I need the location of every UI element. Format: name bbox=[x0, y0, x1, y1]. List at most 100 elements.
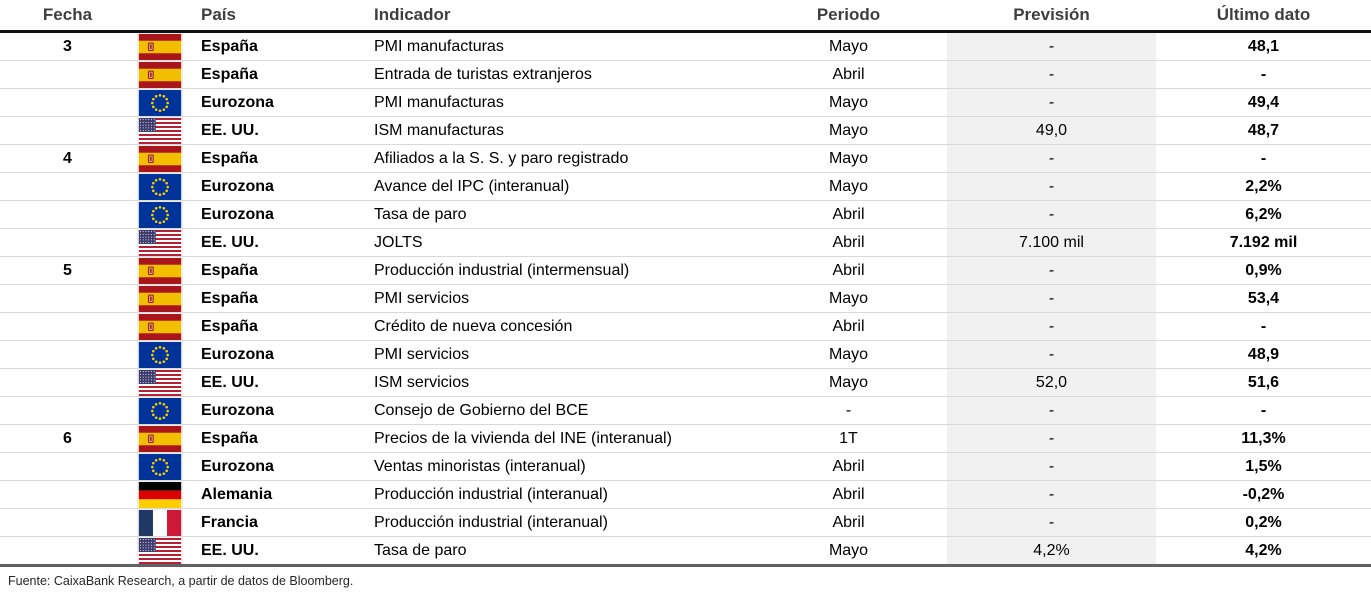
table-row: Alemania Producción industrial (interanua… bbox=[0, 480, 1371, 509]
prevision-cell: 7.100 mil bbox=[947, 228, 1156, 257]
fecha-cell bbox=[0, 88, 135, 117]
col-header-periodo: Periodo bbox=[750, 0, 947, 33]
indicador-cell: PMI servicios bbox=[370, 340, 750, 369]
periodo-cell: Abril bbox=[750, 480, 947, 509]
flag-cell bbox=[135, 256, 197, 285]
periodo-cell: Mayo bbox=[750, 31, 947, 61]
table-row: EE. UU. JOLTS Abril 7.100 mil 7.192 mil bbox=[0, 228, 1371, 257]
ultimo-dato-cell: 11,3% bbox=[1156, 424, 1371, 453]
ultimo-dato-cell: 4,2% bbox=[1156, 536, 1371, 567]
fecha-cell bbox=[0, 116, 135, 145]
indicador-cell: Ventas minoristas (interanual) bbox=[370, 452, 750, 481]
ultimo-dato-cell: 6,2% bbox=[1156, 200, 1371, 229]
flag-cell bbox=[135, 172, 197, 201]
prevision-cell: - bbox=[947, 88, 1156, 117]
ultimo-dato-cell: - bbox=[1156, 60, 1371, 89]
prevision-cell: - bbox=[947, 172, 1156, 201]
prevision-cell: - bbox=[947, 256, 1156, 285]
pais-cell: España bbox=[197, 256, 370, 285]
flag-cell bbox=[135, 31, 197, 61]
fecha-cell: 5 bbox=[0, 256, 135, 285]
flag-cell bbox=[135, 396, 197, 425]
fecha-cell: 4 bbox=[0, 144, 135, 173]
ultimo-dato-cell: 7.192 mil bbox=[1156, 228, 1371, 257]
periodo-cell: Abril bbox=[750, 508, 947, 537]
ultimo-dato-cell: 0,9% bbox=[1156, 256, 1371, 285]
pais-cell: España bbox=[197, 312, 370, 341]
ultimo-dato-cell: 48,1 bbox=[1156, 31, 1371, 61]
periodo-cell: Abril bbox=[750, 452, 947, 481]
table-row: España PMI servicios Mayo -53,4 bbox=[0, 284, 1371, 313]
table-row: Eurozona PMI servicios Mayo -48,9 bbox=[0, 340, 1371, 369]
table-row: 4 España Afiliados a la S. S. y paro regis… bbox=[0, 144, 1371, 173]
flag-spain-icon bbox=[138, 145, 182, 172]
fecha-cell bbox=[0, 480, 135, 509]
ultimo-dato-cell: 0,2% bbox=[1156, 508, 1371, 537]
pais-cell: EE. UU. bbox=[197, 368, 370, 397]
prevision-cell: - bbox=[947, 396, 1156, 425]
table-row: 6 España Precios de la vivienda del INE (i… bbox=[0, 424, 1371, 453]
flag-spain-icon bbox=[138, 257, 182, 284]
flag-spain-icon bbox=[138, 313, 182, 340]
table-row: España Entrada de turistas extranjeros Abr… bbox=[0, 60, 1371, 89]
prevision-cell: 49,0 bbox=[947, 116, 1156, 145]
col-header-ultimo-dato: Último dato bbox=[1156, 0, 1371, 33]
prevision-cell: - bbox=[947, 452, 1156, 481]
flag-spain-icon bbox=[138, 425, 182, 452]
ultimo-dato-cell: - bbox=[1156, 144, 1371, 173]
table-row: Francia Producción industrial (interanual… bbox=[0, 508, 1371, 537]
flag-cell bbox=[135, 340, 197, 369]
flag-usa-icon bbox=[138, 369, 182, 396]
table-row: Eurozona Tasa de paro Abril -6,2% bbox=[0, 200, 1371, 229]
ultimo-dato-cell: 1,5% bbox=[1156, 452, 1371, 481]
indicador-cell: Producción industrial (intermensual) bbox=[370, 256, 750, 285]
flag-eurozone-icon bbox=[138, 201, 182, 228]
flag-cell bbox=[135, 452, 197, 481]
periodo-cell: Abril bbox=[750, 256, 947, 285]
fecha-cell bbox=[0, 284, 135, 313]
fecha-cell bbox=[0, 396, 135, 425]
pais-cell: España bbox=[197, 60, 370, 89]
col-header-prevision: Previsión bbox=[947, 0, 1156, 33]
pais-cell: Eurozona bbox=[197, 88, 370, 117]
periodo-cell: Mayo bbox=[750, 172, 947, 201]
flag-cell bbox=[135, 312, 197, 341]
table-row: 3 España PMI manufacturas Mayo -48,1 bbox=[0, 31, 1371, 61]
prevision-cell: - bbox=[947, 284, 1156, 313]
indicador-cell: Tasa de paro bbox=[370, 536, 750, 567]
fecha-cell bbox=[0, 200, 135, 229]
col-header-fecha: Fecha bbox=[0, 0, 135, 33]
indicador-cell: Avance del IPC (interanual) bbox=[370, 172, 750, 201]
ultimo-dato-cell: 51,6 bbox=[1156, 368, 1371, 397]
table-row: Eurozona PMI manufacturas Mayo -49,4 bbox=[0, 88, 1371, 117]
periodo-cell: Abril bbox=[750, 60, 947, 89]
fecha-cell bbox=[0, 172, 135, 201]
table-row: EE. UU. Tasa de paro Mayo 4,2% 4,2% bbox=[0, 536, 1371, 567]
ultimo-dato-cell: 53,4 bbox=[1156, 284, 1371, 313]
prevision-cell: 52,0 bbox=[947, 368, 1156, 397]
flag-cell bbox=[135, 508, 197, 537]
flag-france-icon bbox=[138, 509, 182, 536]
flag-eurozone-icon bbox=[138, 89, 182, 116]
table-row: Eurozona Avance del IPC (interanual) Mayo -… bbox=[0, 172, 1371, 201]
table-row: EE. UU. ISM servicios Mayo 52,0 51,6 bbox=[0, 368, 1371, 397]
flag-eurozone-icon bbox=[138, 341, 182, 368]
flag-cell bbox=[135, 284, 197, 313]
flag-cell bbox=[135, 536, 197, 567]
prevision-cell: - bbox=[947, 312, 1156, 341]
col-header-indicador: Indicador bbox=[370, 0, 750, 33]
indicador-cell: Crédito de nueva concesión bbox=[370, 312, 750, 341]
indicador-cell: PMI manufacturas bbox=[370, 31, 750, 61]
pais-cell: España bbox=[197, 144, 370, 173]
flag-cell bbox=[135, 88, 197, 117]
pais-cell: España bbox=[197, 424, 370, 453]
pais-cell: Francia bbox=[197, 508, 370, 537]
flag-eurozone-icon bbox=[138, 173, 182, 200]
flag-eurozone-icon bbox=[138, 453, 182, 480]
pais-cell: Eurozona bbox=[197, 452, 370, 481]
indicador-cell: ISM servicios bbox=[370, 368, 750, 397]
indicador-cell: PMI manufacturas bbox=[370, 88, 750, 117]
periodo-cell: Mayo bbox=[750, 368, 947, 397]
ultimo-dato-cell: 48,7 bbox=[1156, 116, 1371, 145]
